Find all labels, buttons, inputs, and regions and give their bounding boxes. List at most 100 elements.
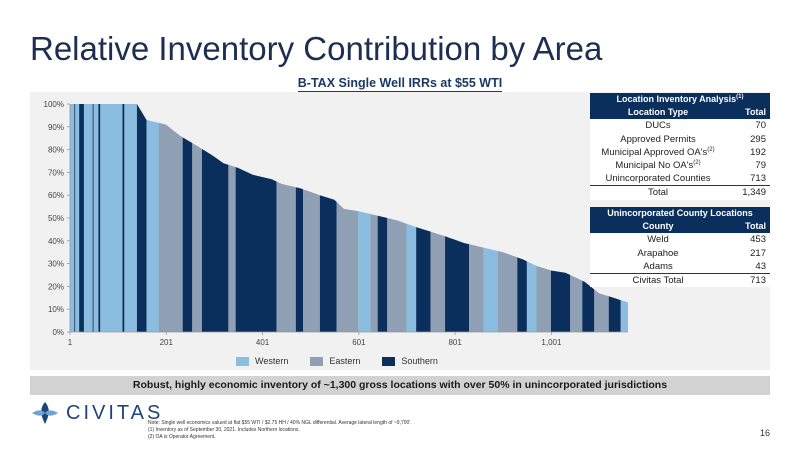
y-tick-label: 30% (48, 260, 64, 269)
irr-area-chart: 0% 10% 20% 30% 40% 50% 60% 70% 80% 90% 100% 1 201 401… (44, 100, 628, 347)
chart-subtitle: B-TAX Single Well IRRs at $55 WTI (297, 76, 503, 92)
location-inventory-table: Location Inventory Analysis(1) Location … (590, 93, 770, 200)
y-tick-label: 40% (48, 237, 64, 246)
area-segment-southern (201, 148, 229, 332)
area-segment-eastern (594, 289, 609, 332)
area-segment-southern (136, 104, 147, 332)
total-label: Total (590, 185, 726, 200)
location-table-col-headers: Location Type Total (590, 106, 770, 120)
area-segment-southern (445, 236, 470, 332)
area-segment-western (483, 247, 499, 332)
row-label: Weld (647, 234, 669, 246)
row-value: 713 (750, 173, 766, 185)
x-tick-label: 201 (160, 338, 174, 347)
area-segment-southern (608, 296, 621, 332)
area-segment-southern (295, 187, 304, 332)
row-value: 43 (755, 260, 766, 272)
col-total: Total (726, 106, 770, 120)
legend-swatch-western (236, 356, 249, 366)
y-tick-label: 60% (48, 191, 64, 200)
area-segment-eastern (228, 164, 236, 332)
row-label: DUCs (645, 120, 671, 132)
table-row: DUCs 70 (590, 119, 770, 132)
area-segment-western (406, 223, 417, 332)
row-label: Arapahoe (637, 247, 679, 259)
y-tick-label: 50% (48, 214, 64, 223)
area-segment-eastern (276, 181, 296, 332)
total-value: 713 (726, 273, 770, 288)
y-tick-label: 20% (48, 282, 64, 291)
area-segment-eastern (536, 265, 551, 332)
county-table-col-headers: County Total (590, 220, 770, 234)
legend-item-eastern: Eastern (310, 356, 360, 366)
county-table-header: Unincorporated County Locations (590, 207, 770, 221)
page-number: 16 (759, 428, 770, 438)
legend-item-western: Western (236, 356, 288, 366)
footnote: (2) OA is Operator Agreement. (148, 434, 216, 440)
area-segment-western (70, 104, 75, 332)
area-segment-eastern (370, 214, 378, 332)
table-row: Unincorporated Counties 713 (590, 172, 770, 186)
area-segment-western (358, 211, 371, 332)
table-row: Approved Permits 295 (590, 133, 770, 146)
x-tick-label: 601 (352, 338, 366, 347)
footnotes: Note: Single well economics valued at fl… (148, 420, 412, 441)
location-table-title: Location Inventory Analysis (616, 94, 737, 104)
y-tick-label: 100% (44, 100, 64, 109)
county-table-title: Unincorporated County Locations (590, 207, 770, 221)
footnote: Note: Single well economics valued at fl… (148, 420, 412, 426)
x-tick-label: 1 (68, 338, 73, 347)
area-segment-eastern (469, 244, 484, 332)
row-note: (2) (693, 159, 701, 166)
area-segment-western (146, 119, 159, 333)
col-total: Total (726, 220, 770, 234)
area-segment-southern (122, 104, 125, 332)
table-total-row: Civitas Total 713 (590, 273, 770, 288)
area-segment-eastern (336, 202, 359, 332)
col-county: County (590, 220, 726, 234)
footnote: (1) Inventory as of September 30, 2021. … (148, 427, 300, 433)
x-tick-label: 1,001 (541, 338, 562, 347)
area-segment-eastern (158, 122, 183, 332)
chart-legend: Western Eastern Southern (236, 356, 460, 366)
area-segment-western (83, 104, 93, 332)
location-table-title-note: (1) (736, 94, 744, 100)
row-label: Municipal Approved OA's (601, 146, 708, 158)
area-segment-southern (235, 167, 277, 332)
legend-swatch-southern (382, 356, 396, 366)
area-segment-southern (517, 257, 527, 332)
area-segment-southern (182, 137, 193, 332)
row-value: 70 (755, 120, 766, 132)
area-segment-southern (74, 104, 76, 332)
row-label: Unincorporated Counties (605, 173, 711, 185)
row-value: 192 (750, 146, 766, 158)
row-value: 453 (750, 234, 766, 246)
logo-text: CIVITAS (66, 401, 164, 424)
col-location-type: Location Type (590, 106, 726, 120)
location-table-header: Location Inventory Analysis(1) (590, 93, 770, 107)
area-segment-southern (98, 104, 101, 332)
legend-item-southern: Southern (382, 356, 438, 366)
area-segment-eastern (430, 231, 446, 332)
area-segment-western (124, 104, 137, 332)
area-segment-eastern (192, 143, 202, 332)
legend-label-western: Western (255, 356, 289, 366)
civitas-logo: CIVITAS (30, 400, 163, 426)
area-segment-southern (582, 280, 595, 332)
table-row: Municipal Approved OA's(2) 192 (590, 146, 770, 159)
table-total-row: Total 1,349 (590, 185, 770, 200)
row-label: Adams (643, 260, 673, 272)
area-segment-eastern (387, 218, 407, 332)
row-value: 295 (750, 133, 766, 145)
y-tick-label: 0% (52, 328, 64, 337)
area-segment-western (93, 104, 99, 332)
area-segment-western (100, 104, 123, 332)
area-segment-southern (377, 215, 388, 332)
area-segment-southern (79, 104, 84, 332)
total-label: Civitas Total (590, 273, 726, 288)
summary-banner: Robust, highly economic inventory of ~1,… (30, 376, 770, 395)
table-row: Arapahoe 217 (590, 247, 770, 260)
row-label: Municipal No OA's (615, 160, 694, 172)
page-title: Relative Inventory Contribution by Area (30, 30, 603, 67)
y-tick-label: 90% (48, 123, 64, 132)
